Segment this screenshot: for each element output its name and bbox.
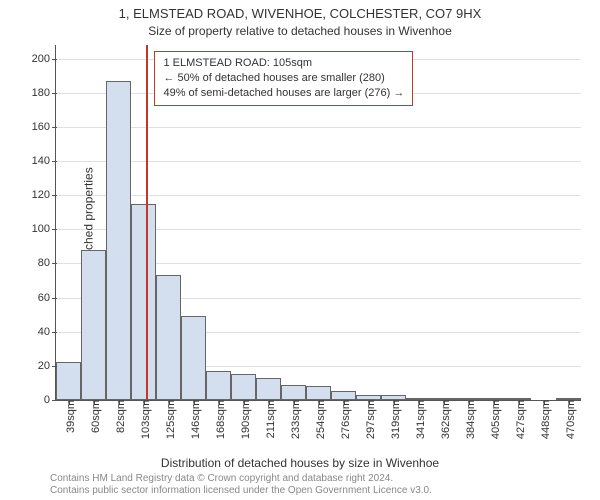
annotation-box: 1 ELMSTEAD ROAD: 105sqm ← 50% of detache… [154, 51, 413, 106]
histogram-bar [131, 204, 156, 400]
y-tick-label: 20 [38, 360, 56, 372]
histogram-bar [206, 371, 231, 400]
y-tick-label: 160 [32, 121, 56, 133]
histogram-bar [231, 374, 256, 400]
histogram-bar [156, 275, 181, 400]
chart-container: 1, ELMSTEAD ROAD, WIVENHOE, COLCHESTER, … [0, 0, 600, 500]
x-tick-label: 319sqm [386, 400, 402, 439]
y-tick-label: 60 [38, 292, 56, 304]
histogram-bar [306, 386, 331, 400]
footer-line-2: Contains public sector information licen… [50, 485, 432, 497]
x-tick-label: 427sqm [511, 400, 527, 439]
histogram-bar [331, 391, 356, 400]
plot-area: 020406080100120140160180200 39sqm60sqm82… [55, 45, 580, 400]
annotation-line-1: 1 ELMSTEAD ROAD: 105sqm [163, 56, 404, 71]
footer-attribution: Contains HM Land Registry data © Crown c… [50, 473, 432, 497]
x-tick-label: 341sqm [411, 400, 427, 439]
plot-frame: 020406080100120140160180200 39sqm60sqm82… [55, 45, 581, 401]
x-tick-label: 254sqm [311, 400, 327, 439]
y-tick-label: 40 [38, 326, 56, 338]
marker-line [146, 45, 148, 400]
x-tick-label: 448sqm [536, 400, 552, 439]
annotation-line-3: 49% of semi-detached houses are larger (… [163, 86, 404, 101]
x-tick-label: 82sqm [111, 400, 127, 433]
chart-title: 1, ELMSTEAD ROAD, WIVENHOE, COLCHESTER, … [0, 6, 600, 21]
x-tick-label: 211sqm [261, 400, 277, 438]
chart-subtitle: Size of property relative to detached ho… [0, 24, 600, 38]
x-tick-label: 384sqm [461, 400, 477, 439]
x-tick-label: 233sqm [286, 400, 302, 439]
x-tick-label: 190sqm [236, 400, 252, 439]
x-tick-label: 60sqm [86, 400, 102, 433]
y-tick-label: 120 [32, 189, 56, 201]
x-axis-label: Distribution of detached houses by size … [0, 456, 600, 470]
x-tick-label: 470sqm [561, 400, 577, 439]
x-tick-label: 276sqm [336, 400, 352, 439]
histogram-bar [81, 250, 106, 400]
x-tick-label: 405sqm [486, 400, 502, 439]
footer-line-1: Contains HM Land Registry data © Crown c… [50, 473, 432, 485]
y-tick-label: 80 [38, 257, 56, 269]
y-tick-label: 200 [32, 53, 56, 65]
x-tick-label: 125sqm [161, 400, 177, 439]
y-tick-label: 180 [32, 87, 56, 99]
annotation-line-2: ← 50% of detached houses are smaller (28… [163, 71, 404, 86]
x-tick-label: 39sqm [61, 400, 77, 433]
x-tick-label: 362sqm [436, 400, 452, 439]
y-tick-label: 0 [44, 394, 56, 406]
histogram-bar [256, 378, 281, 400]
x-tick-label: 168sqm [211, 400, 227, 439]
x-tick-label: 103sqm [136, 400, 152, 439]
histogram-bar [106, 81, 131, 400]
histogram-bar [56, 362, 81, 400]
x-tick-label: 297sqm [361, 400, 377, 439]
histogram-bar [181, 316, 206, 400]
y-tick-label: 100 [32, 223, 56, 235]
y-tick-label: 140 [32, 155, 56, 167]
histogram-bar [281, 385, 306, 400]
x-tick-label: 146sqm [186, 400, 202, 439]
